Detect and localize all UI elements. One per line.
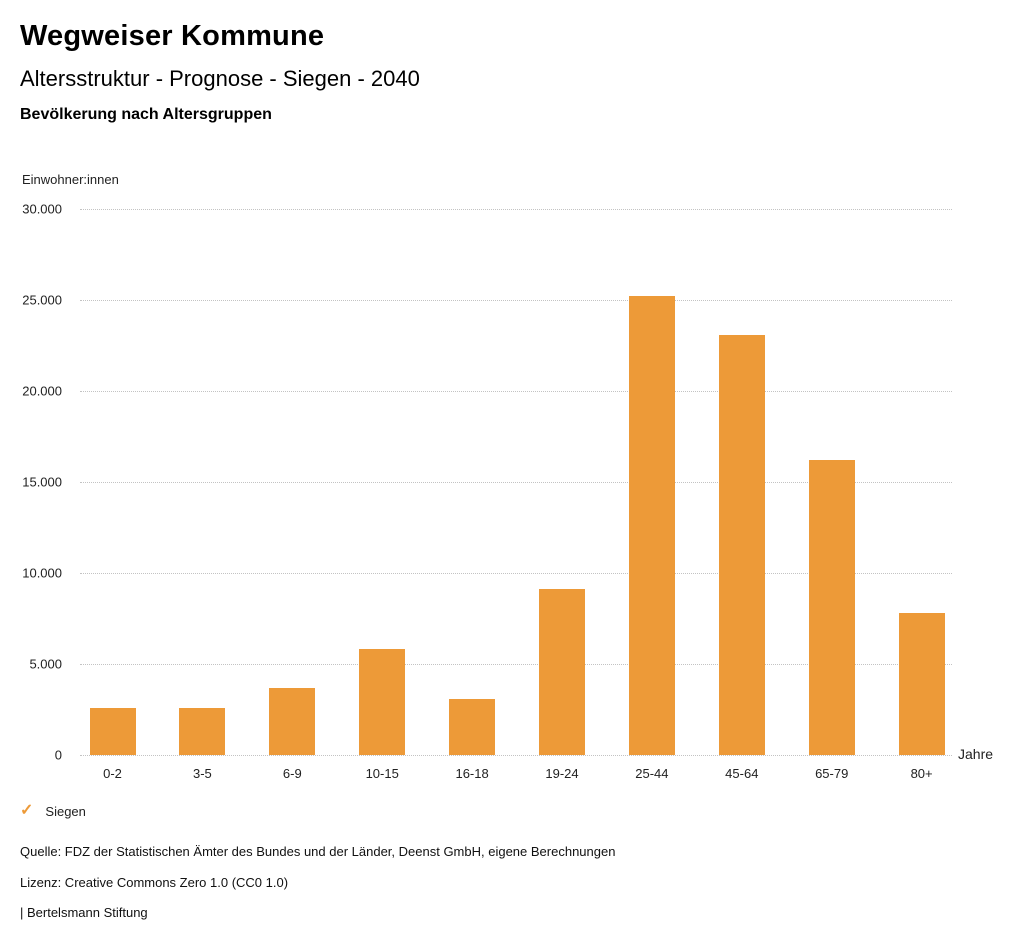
gridline <box>80 482 952 483</box>
legend-label: Siegen <box>45 803 86 819</box>
x-axis-title: Jahre <box>958 746 994 762</box>
gridline <box>80 755 952 756</box>
bar-10-15[interactable] <box>359 649 406 755</box>
plot-area: 0 5.000 10.000 15.000 20.000 25.000 30.000 0-2 3… <box>22 202 952 781</box>
y-axis-tick-label: 15.000 <box>22 474 62 490</box>
x-axis-tick-label: 10-15 <box>365 766 399 781</box>
bar-16-18[interactable] <box>449 698 496 755</box>
source-text: Quelle: FDZ der Statistischen Ämter des … <box>20 844 616 859</box>
gridline <box>80 391 952 392</box>
license-text: Lizenz: Creative Commons Zero 1.0 (CC0 1… <box>20 875 289 890</box>
x-axis-tick-label: 3-5 <box>192 766 212 781</box>
chart-caption: Bevölkerung nach Altersgruppen <box>20 106 272 123</box>
x-axis-tick-label: 6-9 <box>282 766 302 781</box>
chart-title: Altersstruktur - Prognose - Siegen - 204… <box>20 66 420 91</box>
gridline <box>80 300 952 301</box>
y-axis-tick-label: 25.000 <box>22 292 62 308</box>
y-axis-tick-label: 0 <box>54 747 62 763</box>
attribution-text: | Bertelsmann Stiftung <box>20 905 148 920</box>
gridline <box>80 573 952 574</box>
x-axis-tick-label: 0-2 <box>103 766 122 781</box>
legend: ✓ Siegen <box>20 803 86 819</box>
y-axis-tick-label: 20.000 <box>22 383 62 399</box>
y-axis-tick-label: 5.000 <box>29 656 62 672</box>
bar-65-79[interactable] <box>808 460 855 755</box>
bar-0-2[interactable] <box>89 707 136 755</box>
bar-19-24[interactable] <box>539 589 585 755</box>
page-title: Wegweiser Kommune <box>20 20 325 52</box>
x-axis-tick-label: 19-24 <box>545 766 579 781</box>
gridline <box>80 209 952 210</box>
y-axis-tick-label: 10.000 <box>22 565 62 581</box>
bar-45-64[interactable] <box>718 334 765 755</box>
x-axis-tick-label: 45-64 <box>725 766 759 781</box>
x-axis-tick-label: 80+ <box>910 766 933 781</box>
y-axis-tick-label: 30.000 <box>22 201 62 217</box>
x-axis-tick-label: 25-44 <box>635 766 669 781</box>
bar-6-9[interactable] <box>269 687 316 755</box>
check-icon: ✓ <box>20 802 34 819</box>
bar-3-5[interactable] <box>179 707 226 755</box>
bar-80+[interactable] <box>898 613 945 755</box>
x-axis-tick-label: 65-79 <box>815 766 849 781</box>
bar-25-44[interactable] <box>628 296 675 755</box>
y-axis-title: Einwohner:innen <box>22 172 119 187</box>
gridline <box>80 664 952 665</box>
x-axis-tick-label: 16-18 <box>455 766 489 781</box>
